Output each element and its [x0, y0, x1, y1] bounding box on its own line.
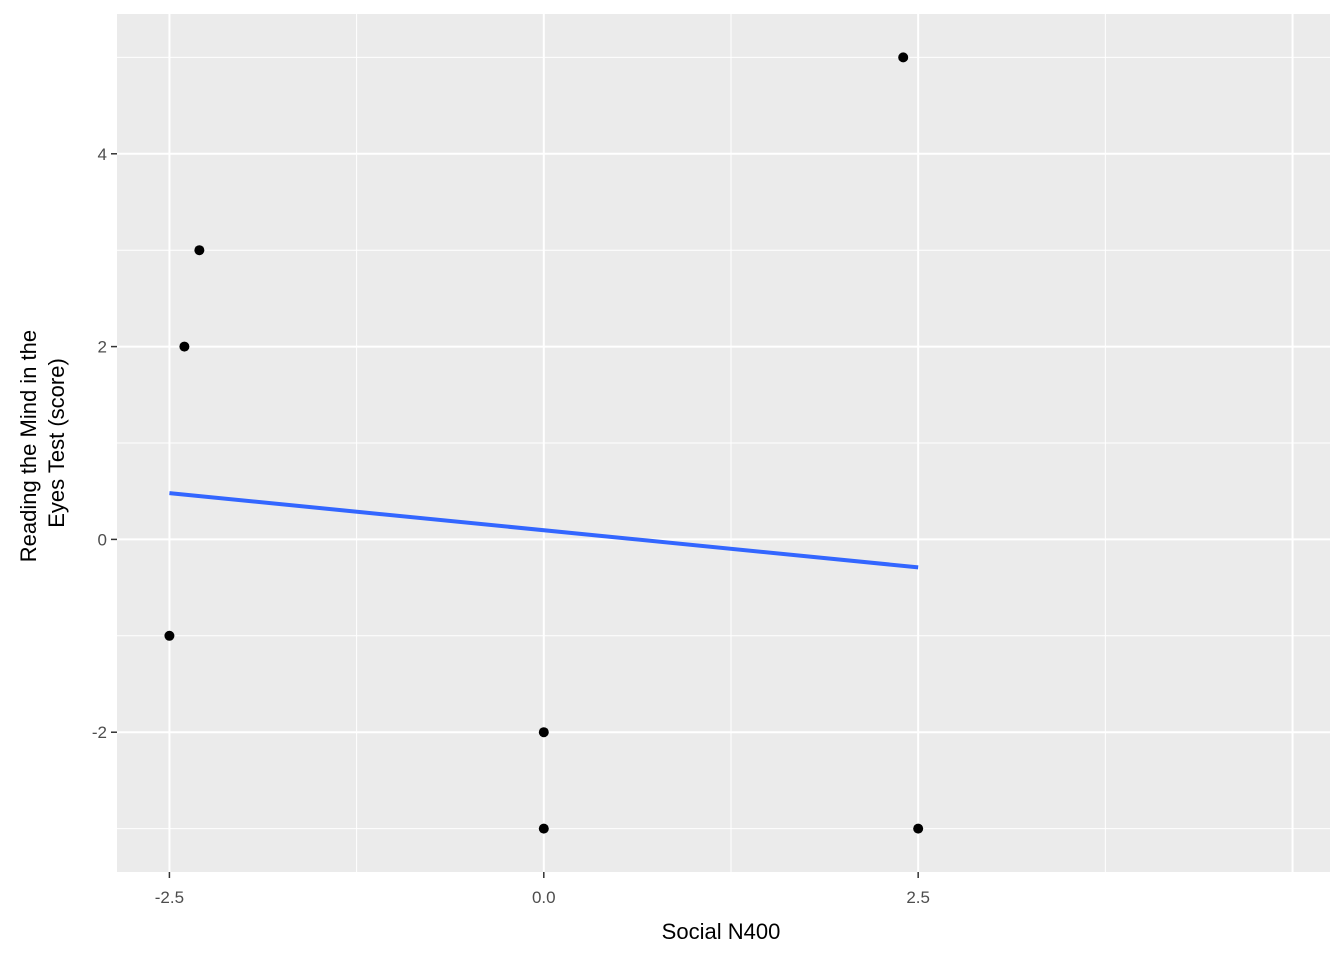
y-tick-label: 2: [98, 338, 107, 357]
data-point: [194, 245, 205, 256]
x-tick-label: 0.0: [532, 888, 556, 907]
regression-line: [169, 491, 919, 570]
data-point: [538, 727, 549, 738]
y-tick-label: 0: [98, 530, 107, 549]
axis-ticks: [111, 153, 919, 878]
y-tick-label: -2: [92, 723, 107, 742]
data-point: [913, 823, 924, 834]
y-axis-title-line-2: Eyes Test (score): [44, 358, 69, 528]
y-tick-labels: -2 0 2 4: [92, 145, 107, 742]
x-tick-label: 2.5: [906, 888, 930, 907]
x-tick-label: -2.5: [155, 888, 184, 907]
data-points: [164, 52, 924, 834]
data-point: [164, 630, 175, 641]
x-axis-title: Social N400: [662, 919, 781, 944]
data-point: [179, 341, 190, 352]
data-point: [538, 823, 549, 834]
minor-gridlines: [117, 14, 1330, 872]
y-axis-title: Reading the Mind in the Eyes Test (score…: [16, 324, 69, 563]
fit-lines: [169, 491, 919, 570]
x-tick-labels: -2.5 0.0 2.5: [155, 888, 930, 907]
data-point: [898, 52, 909, 63]
y-tick-label: 4: [98, 145, 107, 164]
y-axis-title-line-1: Reading the Mind in the: [16, 330, 41, 562]
